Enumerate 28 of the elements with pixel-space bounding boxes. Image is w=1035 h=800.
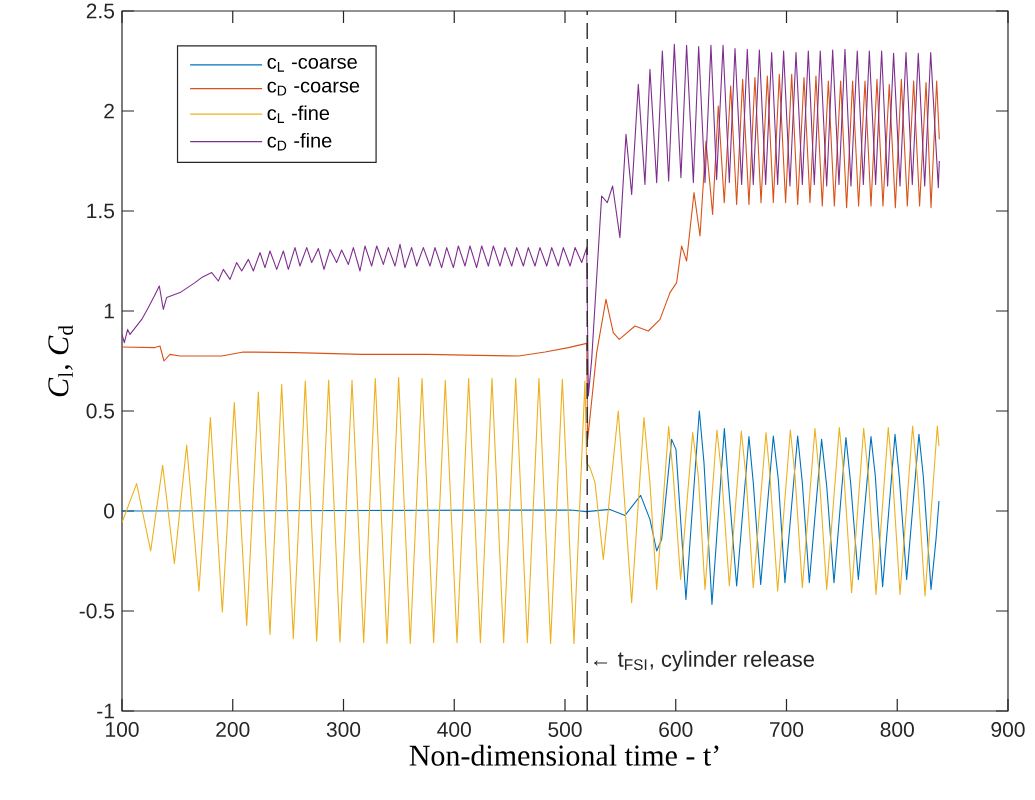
line-series [122, 377, 940, 644]
legend-label: c$_{D}$ -fine [267, 132, 332, 151]
y-tick-label: -0.5 [79, 603, 115, 619]
y-tick-label: 1 [104, 303, 114, 319]
y-tick-label: -1 [97, 703, 114, 719]
x-axis-title: Non-dimensional time - t’ [409, 744, 719, 766]
x-tick-label: 800 [880, 722, 914, 737]
x-tick-label: 700 [770, 722, 804, 737]
x-tick-label: 100 [106, 722, 139, 737]
y-tick-label: 0.5 [86, 403, 115, 419]
x-tick-label: 600 [659, 722, 693, 737]
x-tick-label: 300 [326, 722, 361, 737]
x-tick-label: 500 [548, 722, 582, 737]
line-series [122, 73, 940, 440]
legend-label: c$_{D}$ -coarse [267, 81, 360, 96]
x-tick-label: 900 [991, 722, 1025, 737]
line-series [122, 43, 940, 397]
x-tick-label: 200 [216, 722, 250, 737]
y-tick-label: 1.5 [87, 203, 115, 219]
legend-label: c$_{L}$ -fine [267, 105, 330, 123]
y-tick-label: 2 [104, 103, 114, 119]
y-tick-label: 0 [104, 503, 115, 519]
line-series [122, 410, 940, 605]
y-axis-title: C$_{l}$, C$_{d}$ [48, 325, 74, 397]
x-tick-label: 400 [437, 722, 471, 737]
y-tick-label: 2.5 [86, 3, 115, 19]
legend-label: c$_{L}$ -coarse [267, 57, 357, 72]
annotation: ← t$_{FSI}$, cylinder release [594, 650, 815, 672]
